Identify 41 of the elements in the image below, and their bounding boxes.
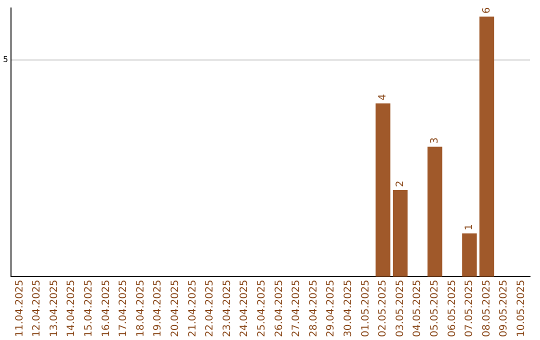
y-tick-label: 5 <box>2 55 8 64</box>
data-label: 2 <box>394 180 406 188</box>
x-tick-label: 08.05.2025 <box>481 280 492 338</box>
x-tick-label: 07.05.2025 <box>464 280 476 338</box>
x-tick-label: 22.04.2025 <box>204 280 216 338</box>
x-tick-label: 23.04.2025 <box>222 280 233 338</box>
x-tick-label: 25.04.2025 <box>256 280 268 338</box>
data-label: 4 <box>378 94 389 100</box>
x-tick-label: 24.04.2025 <box>239 280 250 338</box>
x-tick-label: 27.04.2025 <box>291 280 302 338</box>
x-tick-label: 28.04.2025 <box>308 280 320 338</box>
bar <box>392 190 408 277</box>
x-tick-label: 14.04.2025 <box>66 280 78 338</box>
x-tick-label: 09.05.2025 <box>498 280 510 338</box>
x-tick-label: 17.04.2025 <box>118 280 130 338</box>
bar <box>428 146 442 277</box>
data-label: 1 <box>464 224 476 230</box>
x-tick-label: 11.04.2025 <box>14 280 26 338</box>
data-label: 6 <box>481 7 492 14</box>
x-tick-label: 01.05.2025 <box>360 280 372 338</box>
x-tick-label: 03.05.2025 <box>394 280 406 338</box>
x-tick-label: 13.04.2025 <box>48 280 60 338</box>
data-label: 3 <box>429 137 440 144</box>
x-tick-label: 02.05.2025 <box>378 280 389 338</box>
x-tick-label: 10.05.2025 <box>516 280 527 338</box>
x-tick-label: 04.05.2025 <box>412 280 424 338</box>
x-tick-label: 12.04.2025 <box>32 280 43 338</box>
x-tick-label: 15.04.2025 <box>84 280 95 338</box>
x-tick-label: 16.04.2025 <box>100 280 112 338</box>
bar <box>462 233 477 277</box>
x-tick-label: 30.04.2025 <box>342 280 354 338</box>
x-tick-label: 21.04.2025 <box>187 280 198 338</box>
x-tick-label: 18.04.2025 <box>135 280 146 338</box>
bar <box>376 103 390 277</box>
x-tick-label: 06.05.2025 <box>446 280 458 338</box>
x-tick-label: 19.04.2025 <box>152 280 164 338</box>
x-tick-label: 20.04.2025 <box>170 280 182 338</box>
bar <box>479 16 494 277</box>
x-tick-label: 26.04.2025 <box>274 280 285 338</box>
x-tick-label: 29.04.2025 <box>326 280 337 338</box>
x-tick-label: 05.05.2025 <box>429 280 440 338</box>
